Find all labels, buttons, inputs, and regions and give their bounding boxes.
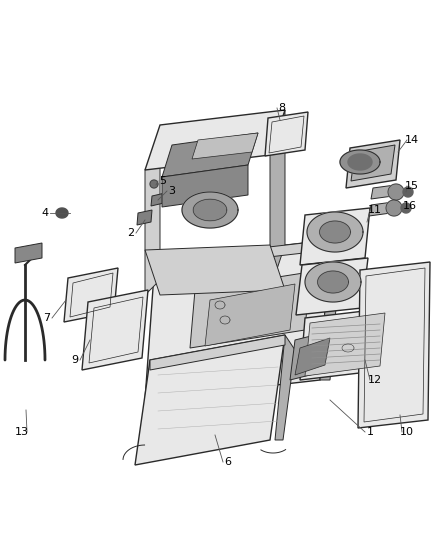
Polygon shape bbox=[351, 145, 395, 181]
Polygon shape bbox=[150, 180, 158, 188]
Polygon shape bbox=[348, 154, 372, 170]
Polygon shape bbox=[369, 202, 393, 216]
Polygon shape bbox=[318, 271, 348, 293]
Polygon shape bbox=[290, 330, 335, 380]
Polygon shape bbox=[162, 165, 248, 207]
Polygon shape bbox=[145, 245, 285, 295]
Polygon shape bbox=[145, 110, 285, 170]
Polygon shape bbox=[145, 240, 330, 400]
Text: 13: 13 bbox=[15, 427, 29, 437]
Text: 16: 16 bbox=[403, 201, 417, 211]
Polygon shape bbox=[265, 112, 308, 156]
Text: 15: 15 bbox=[405, 181, 419, 191]
Polygon shape bbox=[150, 335, 285, 370]
Polygon shape bbox=[275, 335, 295, 440]
Polygon shape bbox=[340, 150, 380, 174]
Polygon shape bbox=[135, 335, 285, 465]
Polygon shape bbox=[151, 193, 165, 206]
Polygon shape bbox=[190, 272, 310, 348]
Text: 14: 14 bbox=[405, 135, 419, 145]
Polygon shape bbox=[15, 243, 42, 263]
Polygon shape bbox=[295, 338, 330, 375]
Polygon shape bbox=[320, 240, 340, 380]
Polygon shape bbox=[192, 133, 258, 159]
Polygon shape bbox=[162, 133, 258, 177]
Polygon shape bbox=[305, 262, 361, 302]
Text: 1: 1 bbox=[367, 427, 374, 437]
Text: 9: 9 bbox=[71, 355, 78, 365]
Text: 12: 12 bbox=[368, 375, 382, 385]
Text: 11: 11 bbox=[368, 205, 382, 215]
Text: 3: 3 bbox=[169, 186, 176, 196]
Polygon shape bbox=[182, 192, 238, 228]
Text: 5: 5 bbox=[159, 176, 166, 186]
Polygon shape bbox=[193, 199, 227, 221]
Text: 10: 10 bbox=[400, 427, 414, 437]
Polygon shape bbox=[307, 212, 363, 252]
Polygon shape bbox=[386, 200, 402, 216]
Polygon shape bbox=[300, 208, 370, 265]
Polygon shape bbox=[305, 313, 385, 376]
Polygon shape bbox=[82, 290, 148, 370]
Text: 2: 2 bbox=[127, 228, 134, 238]
Polygon shape bbox=[388, 184, 404, 200]
Text: 6: 6 bbox=[225, 457, 232, 467]
Polygon shape bbox=[346, 140, 400, 188]
Polygon shape bbox=[371, 185, 395, 199]
Polygon shape bbox=[64, 268, 118, 322]
Polygon shape bbox=[358, 262, 430, 428]
Polygon shape bbox=[296, 258, 368, 315]
Polygon shape bbox=[320, 221, 350, 243]
Polygon shape bbox=[401, 203, 411, 213]
Polygon shape bbox=[270, 110, 285, 290]
Polygon shape bbox=[300, 308, 390, 380]
Polygon shape bbox=[403, 187, 413, 197]
Polygon shape bbox=[56, 208, 68, 218]
Polygon shape bbox=[145, 155, 160, 295]
Text: 4: 4 bbox=[42, 208, 49, 218]
Polygon shape bbox=[205, 284, 295, 346]
Text: 7: 7 bbox=[43, 313, 50, 323]
Polygon shape bbox=[155, 240, 330, 270]
Text: 8: 8 bbox=[279, 103, 286, 113]
Polygon shape bbox=[137, 210, 152, 225]
